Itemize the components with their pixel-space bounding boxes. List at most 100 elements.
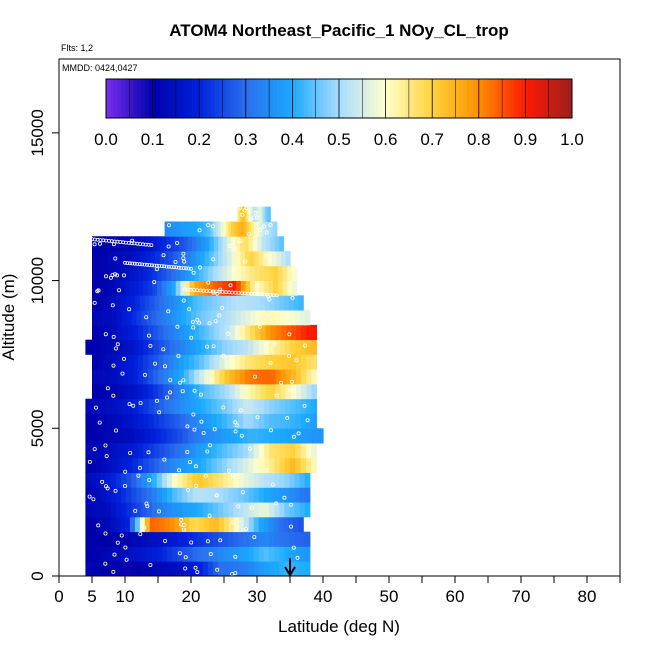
colorbar-segment (276, 79, 282, 118)
heatmap-cell (164, 443, 170, 459)
heatmap-cell (113, 236, 119, 252)
heatmap-cell (237, 339, 244, 355)
heatmap-cell (111, 457, 118, 473)
sample-marker (249, 505, 254, 510)
heatmap-cell (210, 221, 214, 237)
heatmap-cell (200, 443, 207, 459)
heatmap-cell (188, 295, 194, 311)
heatmap-cell (136, 561, 143, 576)
heatmap-cell (220, 428, 227, 444)
sample-marker (144, 501, 149, 506)
heatmap-cell (258, 206, 260, 222)
x-tick-label: 50 (380, 587, 399, 606)
heatmap-cell (190, 221, 194, 237)
heatmap-cell (128, 251, 134, 267)
latitude-arrow (284, 558, 296, 577)
heatmap-cell (169, 457, 176, 473)
heatmap-cell (289, 546, 296, 562)
heatmap-cell (236, 295, 242, 311)
plot-frame (58, 58, 621, 577)
sample-marker (148, 343, 153, 348)
heatmap-cell (249, 251, 255, 267)
sample-marker (123, 545, 128, 550)
sample-marker (201, 430, 206, 435)
heatmap-cell (158, 339, 165, 355)
colorbar-segment (420, 79, 425, 118)
colorbar-segment (307, 79, 313, 118)
heatmap-cell (146, 546, 153, 562)
heatmap-cell (106, 413, 113, 429)
heatmap-cell (161, 310, 167, 326)
heatmap-cell (173, 251, 179, 267)
heatmap-cell (250, 206, 253, 222)
heatmap-cell (240, 265, 247, 281)
heatmap-cell (136, 531, 143, 547)
heatmap-cell (275, 310, 281, 326)
colorbar-tick-label: 0.3 (234, 130, 258, 149)
heatmap-cell (280, 354, 287, 370)
heatmap-cell (258, 561, 265, 576)
heatmap-cell (195, 443, 202, 459)
heatmap-cell (275, 369, 282, 385)
heatmap-cell (90, 457, 97, 473)
colorbar-segment (160, 79, 165, 118)
heatmap-cell (263, 487, 270, 503)
heatmap-cell (311, 443, 317, 459)
heatmap-cell (299, 472, 306, 488)
heatmap-cell (156, 546, 163, 562)
heatmap-cell (268, 265, 274, 281)
x-tick-label: 60 (446, 587, 465, 606)
heatmap-cell (284, 472, 290, 488)
sample-marker (210, 377, 215, 382)
heatmap-cell (167, 561, 173, 576)
heatmap-cell (101, 443, 107, 459)
heatmap-cell (132, 383, 139, 400)
heatmap-cell (228, 546, 234, 562)
heatmap-cell (237, 206, 240, 222)
heatmap-cell (268, 280, 274, 296)
heatmap-cell (248, 443, 254, 459)
heatmap-cell (246, 206, 248, 222)
heatmap-cell (221, 295, 227, 311)
sample-marker (237, 239, 242, 244)
heatmap-cell (274, 295, 280, 311)
heatmap-cell (208, 265, 214, 281)
colorbar-segment (199, 79, 204, 118)
heatmap-cell (111, 295, 117, 311)
colorbar-segment (366, 79, 371, 118)
heatmap-cell (159, 251, 165, 267)
flights-label: Flts: 1,2 (61, 43, 93, 53)
heatmap-cell (165, 236, 171, 252)
sample-marker (181, 298, 186, 303)
heatmap-cell (127, 324, 134, 341)
sample-marker (154, 398, 159, 403)
heatmap-cell (243, 206, 246, 222)
sample-marker (87, 459, 92, 464)
heatmap-cell (194, 324, 200, 341)
heatmap-cell (258, 457, 265, 473)
heatmap-cell (116, 443, 123, 459)
sample-marker (152, 263, 157, 268)
sample-marker (220, 305, 225, 310)
heatmap-cell (116, 546, 122, 562)
sample-marker (173, 259, 178, 264)
sample-marker (253, 210, 258, 215)
heatmap-cell (280, 383, 287, 400)
heatmap-cell (204, 354, 210, 370)
heatmap-cell (121, 546, 127, 562)
sample-marker (92, 447, 97, 452)
heatmap-cell (260, 383, 266, 400)
colorbar-segment (494, 79, 499, 118)
heatmap-cell (285, 383, 292, 400)
heatmap-cell (238, 206, 241, 222)
heatmap-cell (229, 324, 236, 341)
heatmap-cell (264, 280, 270, 296)
heatmap-cell (171, 310, 177, 326)
colorbar-segment (187, 79, 192, 118)
heatmap-cell (294, 531, 301, 547)
sample-marker (145, 262, 149, 267)
heatmap-cell (199, 354, 205, 370)
heatmap-cell (194, 516, 200, 533)
heatmap-cell (153, 443, 160, 459)
heatmap-cell (126, 531, 132, 547)
